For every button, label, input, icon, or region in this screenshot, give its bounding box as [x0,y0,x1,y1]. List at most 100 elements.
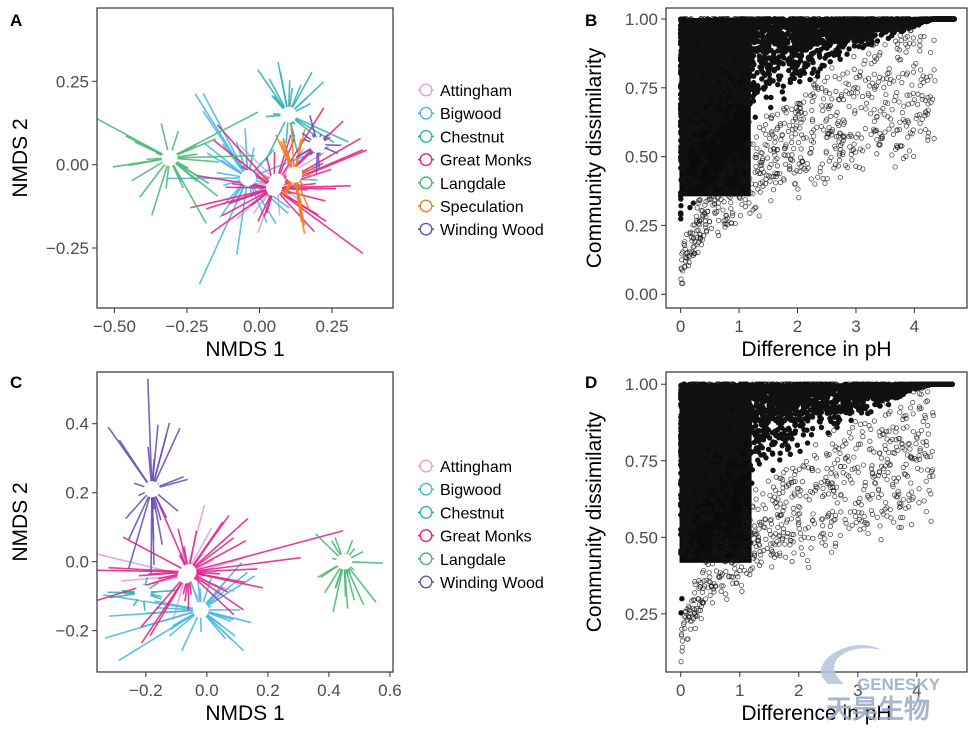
scatter-point [678,40,685,46]
legend-key-circle [419,83,433,97]
scatter-point [719,36,725,42]
scatter-point [704,45,710,51]
scatter-point [760,69,766,76]
y-tick-label: 0.50 [625,148,658,167]
scatter-point [727,41,734,47]
scatter-point [706,29,712,36]
scatter-point [790,25,797,32]
scatter-point [689,547,696,553]
scatter-point [763,94,769,100]
panel-letter-a: A [10,11,22,30]
scatter-point [860,36,866,43]
scatter-point [690,138,697,145]
y-tick-label: 0.2 [65,484,89,503]
scatter-point [796,45,802,51]
x-tick-label: 0.00 [243,317,276,336]
scatter-point [690,553,696,559]
legend-item: Great Monks [418,529,532,546]
scatter-point [686,43,692,50]
y-tick-label: 0.00 [625,285,658,304]
legend-item: Great Monks [418,153,532,170]
legend-key-circle [419,529,433,543]
x-tick-label: 0.6 [378,681,402,700]
scatter-point [679,131,686,137]
scatter-point [727,53,734,59]
scatter-point [705,23,712,30]
scatter-point [811,66,817,72]
scatter-point [793,61,799,67]
spider-line [287,71,313,116]
scatter-point [780,83,787,89]
scatter-point [690,76,697,83]
scatter-point [753,39,759,45]
x-tick-label: 0 [676,317,685,336]
scatter-point [696,171,702,178]
scatter-point [698,91,705,97]
centroid-marker [266,180,283,196]
scatter-point [722,22,729,28]
scatter-point [684,184,690,191]
x-tick-label: 0.25 [316,317,349,336]
spider-line [169,157,219,163]
legend-label: Chestnut [440,505,505,522]
x-tick-label: −0.25 [165,317,208,336]
scatter-point [697,82,704,89]
scatter-point [829,50,835,56]
scatter-point [767,35,773,42]
legend-key-circle [419,176,433,190]
scatter-point [698,30,704,36]
legend-key-circle [419,552,433,566]
scatter-point [773,59,779,65]
spider-line [203,142,249,179]
legend-item: Bigwood [418,482,501,499]
scatter-point [764,61,771,68]
x-axis-title: NMDS 1 [205,702,284,725]
scatter-point [754,45,760,52]
scatter-point [688,29,694,35]
spider-line [273,187,316,233]
spider-line [212,139,275,189]
y-tick-label: −0.2 [55,622,89,641]
scatter-point [786,21,792,27]
scatter-point [726,99,733,105]
scatter-point [787,45,794,51]
scatter-point [678,18,684,25]
legend-item: Chestnut [418,129,505,146]
scatter-point [696,517,703,524]
scatter-point [775,81,781,88]
scatter-point [704,53,710,59]
spider-line [202,93,249,179]
scatter-point [694,142,700,149]
scatter-point [756,21,762,27]
legend-key-circle [419,575,433,589]
scatter-point [748,73,754,79]
scatter-point [768,104,774,111]
x-tick-label: 0.4 [317,681,341,700]
x-tick-label: −0.50 [93,317,136,336]
y-tick-label: 0.25 [56,72,89,91]
legend-key-circle [419,106,433,120]
scatter-point [866,36,873,42]
legend-label: Winding Wood [440,222,544,239]
scatter-point [698,121,704,127]
scatter-point [713,91,719,98]
scatter-point [707,62,713,69]
scatter-point [684,74,691,80]
scatter-point [819,37,826,44]
scatter-point [712,108,718,114]
scatter-point [829,26,835,33]
scatter-point [721,475,728,482]
scatter-point [678,54,685,60]
legend-label: Chestnut [440,129,505,146]
scatter-point [896,25,902,32]
y-tick-label: 0.75 [625,452,658,471]
x-tick-label: 4 [910,317,919,336]
scatter-point [789,436,795,442]
scatter-point [818,23,824,30]
scatter-point [757,33,763,39]
scatter-point [699,42,706,49]
scatter-point [732,87,739,94]
scatter-point [728,489,734,495]
scatter-point [744,77,751,83]
scatter-point [815,69,821,76]
